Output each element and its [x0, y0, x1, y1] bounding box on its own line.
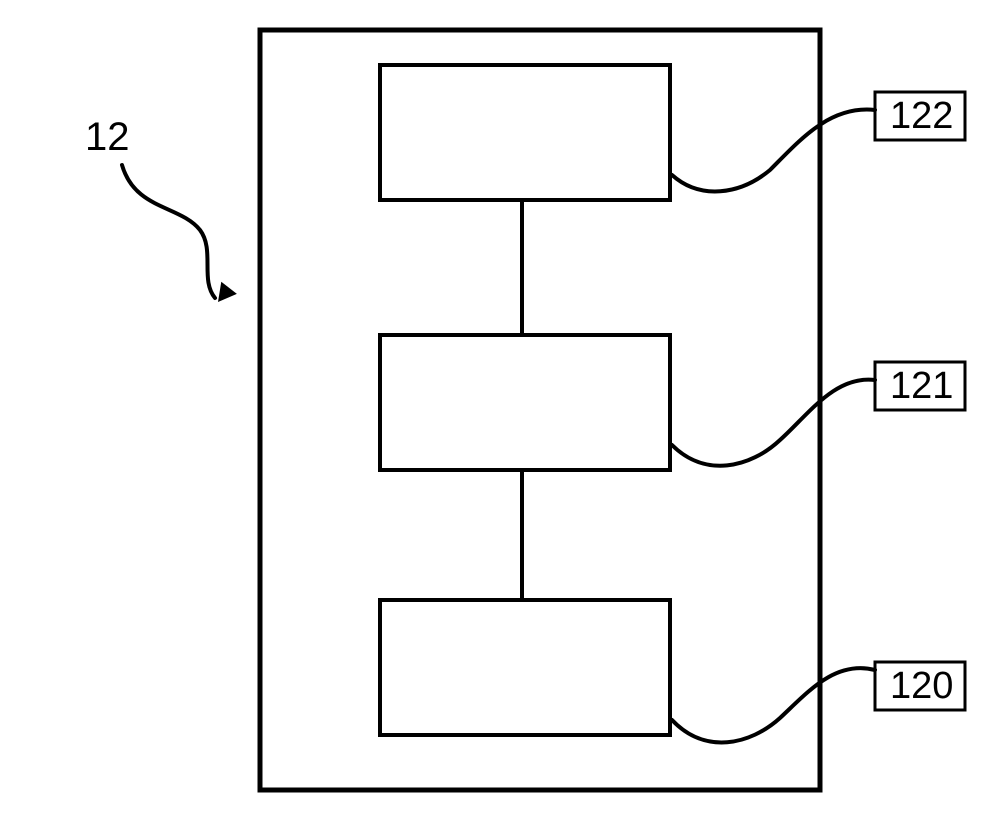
canvas-background — [0, 0, 1000, 825]
label-121-text: 121 — [890, 365, 953, 407]
label-120-text: 120 — [890, 665, 953, 707]
label-12-text: 12 — [85, 115, 130, 159]
label-122-text: 122 — [890, 95, 953, 137]
